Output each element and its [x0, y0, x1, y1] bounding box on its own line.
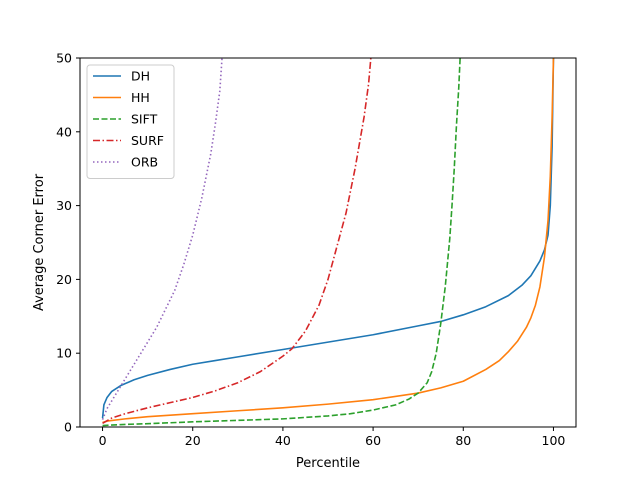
series-line-hh [102, 58, 555, 424]
x-tick-label: 100 [542, 433, 566, 448]
series-line-sift [102, 58, 461, 427]
plot-frame [79, 57, 577, 428]
legend-label-sift: SIFT [131, 112, 158, 127]
series-line-surf [102, 58, 372, 425]
y-tick-label: 10 [56, 346, 72, 361]
x-tick-label: 20 [185, 433, 201, 448]
x-tick-label: 40 [275, 433, 291, 448]
y-tick-label: 20 [56, 272, 72, 287]
x-tick-label: 60 [365, 433, 381, 448]
y-tick-label: 0 [64, 420, 72, 435]
x-tick-label: 0 [99, 433, 107, 448]
y-tick-label: 50 [56, 51, 72, 66]
legend-label-orb: ORB [131, 155, 158, 170]
axes-layer: 0 20 40 60 80 100 0 10 20 30 40 50 [56, 51, 577, 448]
y-tick-label: 40 [56, 124, 72, 139]
y-axis-label: Average Corner Error [32, 173, 47, 311]
legend-label-hh: HH [131, 90, 150, 105]
legend-box [86, 64, 175, 179]
legend-label-surf: SURF [131, 133, 164, 148]
series-layer [101, 58, 555, 427]
x-axis-label: Percentile [296, 456, 360, 471]
x-tick-label: 80 [455, 433, 471, 448]
y-tick-label: 30 [56, 198, 72, 213]
legend-label-dh: DH [131, 69, 150, 84]
series-line-orb [101, 58, 223, 420]
legend: DH HH SIFT SURF ORB [86, 64, 175, 179]
series-line-dh [101, 58, 555, 419]
